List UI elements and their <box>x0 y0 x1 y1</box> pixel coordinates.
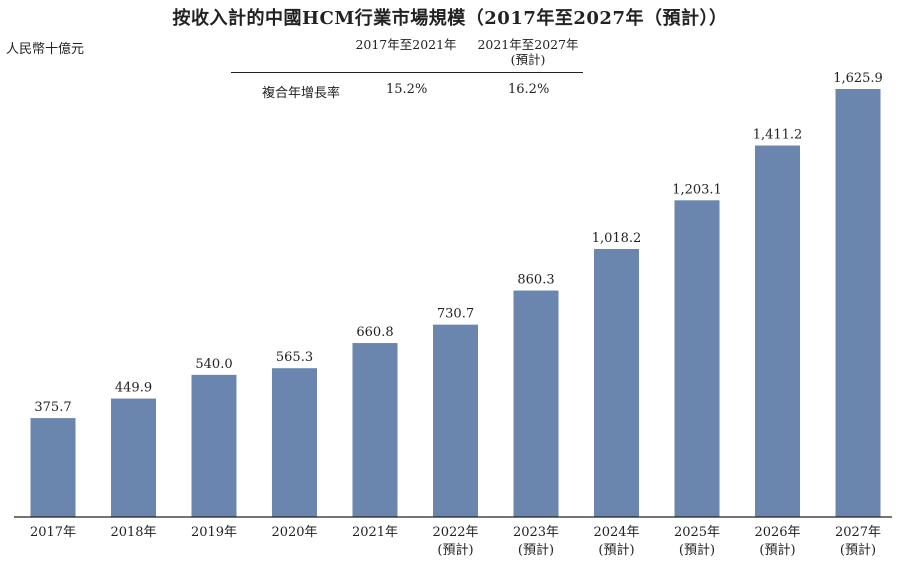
x-tick-label: 2024年 <box>593 525 639 540</box>
unit-label: 人民幣十億元 <box>6 42 85 57</box>
cagr-header-period-2-line2: (預計) <box>510 52 546 67</box>
cagr-row-label: 複合年增長率 <box>262 86 341 101</box>
cagr-header-period-1: 2017年至2021年 <box>346 37 466 52</box>
bar-value-label: 660.8 <box>356 325 393 340</box>
bar-value-label: 565.3 <box>276 350 313 365</box>
x-tick-note: (預計) <box>840 542 876 558</box>
x-tick-note: (預計) <box>759 542 795 558</box>
cagr-value-1: 15.2% <box>386 82 428 97</box>
x-tick-label: 2020年 <box>271 525 317 540</box>
bar-value-label: 1,018.2 <box>592 231 642 246</box>
cagr-header-period-1-line1: 2017年至2021年 <box>355 37 457 52</box>
bar-value-label: 540.0 <box>195 357 232 372</box>
chart-title: 按收入計的中國HCM行業市場規模（2017年至2027年（預計）） <box>172 8 728 29</box>
bar <box>30 418 76 517</box>
x-tick-label: 2019年 <box>191 525 237 540</box>
x-tick-note: (預計) <box>437 542 473 558</box>
bar-value-label: 860.3 <box>517 273 554 288</box>
bar-value-label: 1,203.1 <box>672 182 722 197</box>
bar-value-label: 1,625.9 <box>833 71 883 86</box>
bar <box>111 398 156 517</box>
bar <box>352 343 398 517</box>
cagr-header-period-2: 2021年至2027年 (預計) <box>466 37 590 67</box>
bar <box>513 290 559 517</box>
x-tick-label: 2018年 <box>110 525 156 540</box>
x-tick-label: 2022年 <box>432 525 478 540</box>
bar <box>594 248 639 518</box>
cagr-table-rule <box>231 72 583 73</box>
bar <box>191 374 237 517</box>
x-tick-label: 2026年 <box>754 525 800 540</box>
bar-value-label: 375.7 <box>34 400 71 415</box>
bar-value-label: 449.9 <box>115 381 152 396</box>
x-tick-note: (預計) <box>518 542 554 558</box>
x-tick-label: 2023年 <box>513 525 559 540</box>
bar <box>755 145 800 517</box>
cagr-header-period-2-line1: 2021年至2027年 <box>477 37 579 52</box>
bar-value-label: 1,411.2 <box>753 128 803 143</box>
x-tick-label: 2025年 <box>674 525 720 540</box>
x-tick-note: (預計) <box>598 542 634 558</box>
bar <box>433 324 478 517</box>
x-tick-label: 2021年 <box>352 525 398 540</box>
cagr-value-2: 16.2% <box>508 82 550 97</box>
bar <box>674 200 720 518</box>
x-tick-label: 2017年 <box>30 525 76 540</box>
bar-value-label: 730.7 <box>437 307 474 322</box>
bar <box>835 89 881 517</box>
bar <box>272 368 317 517</box>
x-tick-label: 2027年 <box>835 525 881 540</box>
x-tick-note: (預計) <box>679 542 715 558</box>
